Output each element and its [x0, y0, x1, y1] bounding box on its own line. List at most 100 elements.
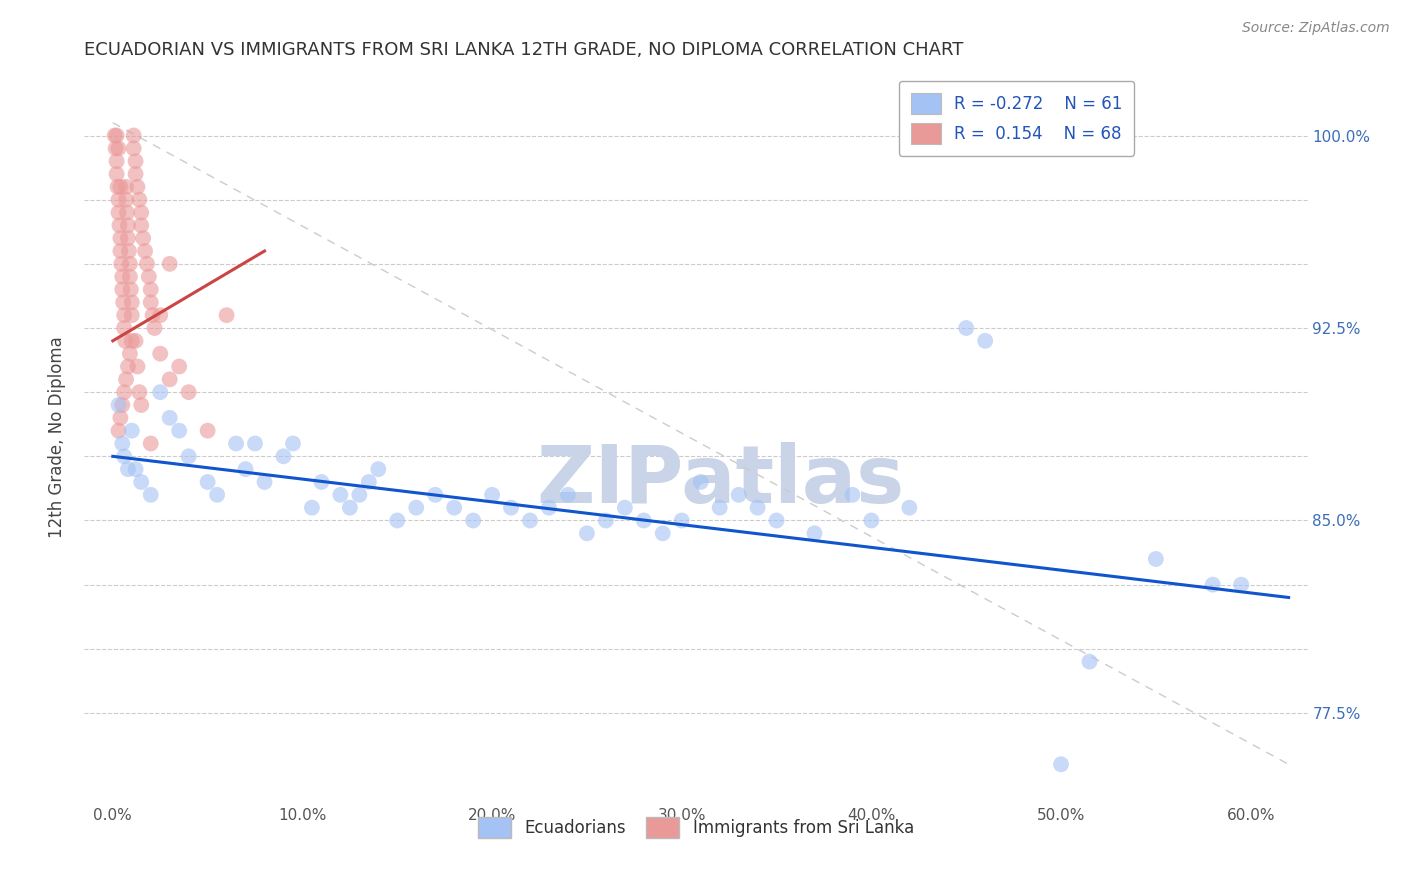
Point — [124, 154, 146, 169]
Point — [149, 308, 172, 322]
Point — [860, 514, 883, 528]
Point — [1144, 552, 1167, 566]
Point — [129, 475, 152, 489]
Point — [557, 488, 579, 502]
Point — [405, 500, 427, 515]
Point — [613, 500, 636, 515]
Point — [117, 462, 139, 476]
Point — [115, 179, 138, 194]
Point — [110, 231, 132, 245]
Point — [443, 500, 465, 515]
Point — [111, 436, 134, 450]
Point — [215, 308, 238, 322]
Point — [121, 308, 143, 322]
Point — [159, 372, 181, 386]
Point — [235, 462, 257, 476]
Point — [367, 462, 389, 476]
Point — [955, 321, 977, 335]
Point — [124, 334, 146, 348]
Point — [112, 308, 135, 322]
Point — [117, 359, 139, 374]
Point — [481, 488, 503, 502]
Y-axis label: 12th Grade, No Diploma: 12th Grade, No Diploma — [48, 336, 66, 538]
Point — [357, 475, 380, 489]
Point — [349, 488, 371, 502]
Point — [110, 257, 132, 271]
Point — [112, 450, 135, 464]
Point — [127, 359, 149, 374]
Point — [149, 385, 172, 400]
Point — [225, 436, 247, 450]
Point — [138, 269, 160, 284]
Point — [104, 128, 127, 143]
Point — [243, 436, 266, 450]
Point — [117, 231, 139, 245]
Point — [121, 295, 143, 310]
Point — [124, 167, 146, 181]
Point — [128, 385, 150, 400]
Point — [709, 500, 731, 515]
Point — [273, 450, 295, 464]
Point — [159, 257, 181, 271]
Point — [177, 385, 200, 400]
Point — [537, 500, 560, 515]
Point — [301, 500, 323, 515]
Point — [149, 346, 172, 360]
Point — [898, 500, 921, 515]
Point — [129, 219, 152, 233]
Point — [974, 334, 997, 348]
Point — [118, 244, 141, 258]
Point — [329, 488, 352, 502]
Point — [118, 257, 141, 271]
Point — [1202, 577, 1225, 591]
Point — [111, 283, 134, 297]
Point — [121, 424, 143, 438]
Point — [311, 475, 333, 489]
Point — [197, 424, 219, 438]
Point — [117, 219, 139, 233]
Point — [841, 488, 863, 502]
Point — [107, 141, 129, 155]
Point — [111, 398, 134, 412]
Point — [108, 219, 131, 233]
Point — [110, 410, 132, 425]
Point — [121, 334, 143, 348]
Point — [159, 410, 181, 425]
Point — [112, 295, 135, 310]
Point — [118, 346, 141, 360]
Point — [112, 321, 135, 335]
Point — [118, 269, 141, 284]
Point — [142, 308, 165, 322]
Point — [519, 514, 541, 528]
Point — [132, 231, 155, 245]
Point — [107, 193, 129, 207]
Point — [105, 128, 128, 143]
Point — [139, 436, 162, 450]
Point — [112, 385, 135, 400]
Point — [499, 500, 522, 515]
Point — [727, 488, 749, 502]
Point — [107, 179, 129, 194]
Legend: Ecuadorians, Immigrants from Sri Lanka: Ecuadorians, Immigrants from Sri Lanka — [471, 811, 921, 844]
Point — [747, 500, 769, 515]
Point — [689, 475, 711, 489]
Point — [115, 205, 138, 219]
Point — [122, 128, 145, 143]
Point — [129, 205, 152, 219]
Point — [339, 500, 361, 515]
Point — [463, 514, 485, 528]
Point — [114, 334, 136, 348]
Point — [595, 514, 617, 528]
Text: Source: ZipAtlas.com: Source: ZipAtlas.com — [1241, 21, 1389, 35]
Point — [127, 179, 149, 194]
Point — [107, 398, 129, 412]
Point — [128, 193, 150, 207]
Point — [124, 462, 146, 476]
Point — [167, 424, 190, 438]
Point — [105, 154, 128, 169]
Point — [136, 257, 159, 271]
Point — [425, 488, 447, 502]
Point — [110, 179, 132, 194]
Point — [387, 514, 409, 528]
Text: ECUADORIAN VS IMMIGRANTS FROM SRI LANKA 12TH GRADE, NO DIPLOMA CORRELATION CHART: ECUADORIAN VS IMMIGRANTS FROM SRI LANKA … — [84, 41, 963, 59]
